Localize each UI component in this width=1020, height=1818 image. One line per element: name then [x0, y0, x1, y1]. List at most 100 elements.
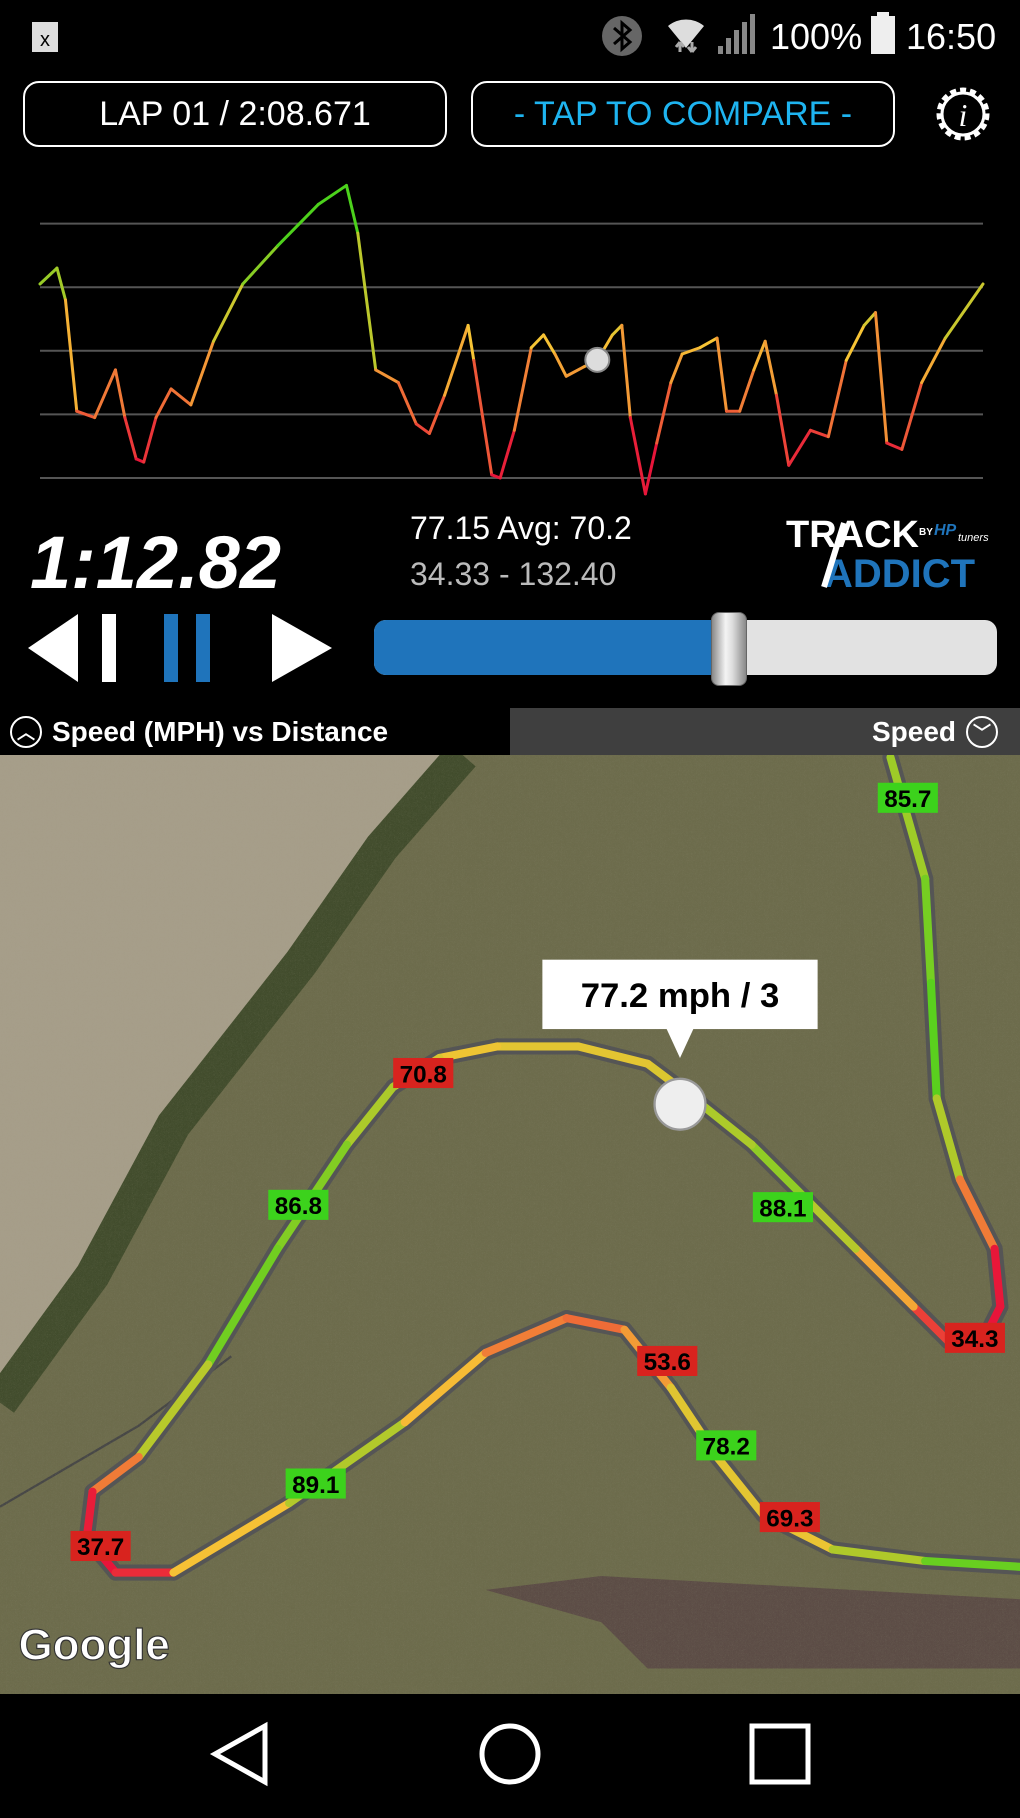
track-speed-segment — [574, 1042, 652, 1068]
svg-text:70.8: 70.8 — [400, 1061, 447, 1088]
speed-label: 89.1 — [285, 1468, 346, 1499]
speed-line-segment — [808, 428, 830, 439]
speed-label: 53.6 — [637, 1345, 698, 1376]
speed-line-segment — [75, 409, 97, 420]
speed-line-segment — [698, 336, 719, 350]
speed-line-segment — [142, 416, 158, 464]
clock: 16:50 — [906, 16, 997, 57]
speed-line-segment — [490, 473, 502, 480]
map-overlay-selector[interactable]: Speed ﹀ — [510, 708, 1020, 755]
speed-line-segment — [189, 339, 216, 407]
speed-line-segment — [542, 333, 557, 356]
speed-line-segment — [655, 381, 673, 445]
speed-line-segment — [512, 346, 533, 432]
svg-text:53.6: 53.6 — [644, 1349, 691, 1376]
satellite-map[interactable]: 85.7 70.8 86.8 88.1 34.3 53.6 78.2 89.1 69.3 37.7… — [0, 755, 1020, 1694]
track-speed-segment — [562, 1314, 629, 1334]
chart-position-marker[interactable] — [584, 346, 611, 373]
playback-controls — [28, 614, 332, 682]
speed-line-segment — [55, 266, 67, 302]
speed-label: 69.3 — [759, 1502, 820, 1532]
speed-label: 85.7 — [877, 782, 938, 813]
svg-text:78.2: 78.2 — [703, 1434, 750, 1461]
speed-line-segment — [763, 339, 778, 397]
speed-line-segment — [862, 311, 877, 327]
graph-type-toggle[interactable]: ︿ Speed (MPH) vs Distance — [0, 708, 510, 755]
speed-line-segment — [774, 393, 791, 467]
track-addict-logo: TRACK BY HP tuners ADDICT — [786, 515, 989, 590]
speed-line-segment — [212, 282, 245, 343]
home-button[interactable] — [479, 1723, 541, 1785]
svg-text:86.8: 86.8 — [275, 1193, 322, 1220]
speed-line-segment — [396, 381, 418, 426]
back-button[interactable] — [209, 1721, 268, 1787]
track-speed-segment — [926, 978, 941, 1103]
play-button[interactable] — [272, 614, 332, 682]
slider-thumb[interactable] — [711, 612, 748, 686]
svg-text:85.7: 85.7 — [884, 786, 931, 813]
speed-label: 88.1 — [752, 1192, 813, 1222]
speed-line-segment — [628, 416, 647, 496]
track-speed-segment — [82, 1487, 97, 1542]
map-callout: 77.2 mph / 3 — [542, 959, 818, 1058]
bluetooth-icon — [602, 16, 642, 56]
lap-selector-button[interactable]: LAP 01 / 2:08.671 — [23, 81, 447, 147]
speed-line-segment — [826, 358, 848, 439]
speed-line-segment — [154, 387, 173, 420]
speed-line-segment — [169, 387, 193, 407]
speed-line-segment — [844, 323, 866, 362]
speed-line-segment — [610, 323, 624, 337]
current-avg-speed: 77.15 Avg: 70.2 — [410, 510, 632, 546]
speed-line-segment — [466, 323, 476, 362]
track-speed-segment — [955, 1175, 999, 1253]
svg-text:34.3: 34.3 — [951, 1326, 998, 1353]
notification-x-icon: x — [32, 22, 58, 52]
playback-slider[interactable] — [374, 620, 997, 675]
svg-text:88.1: 88.1 — [759, 1195, 806, 1222]
recents-button[interactable] — [749, 1723, 811, 1785]
speed-label: 37.7 — [70, 1530, 131, 1561]
slider-fill — [374, 620, 730, 675]
track-speed-segment — [886, 755, 930, 883]
speed-line-segment — [498, 428, 516, 480]
track-speed-segment — [204, 1244, 282, 1369]
speed-line-segment — [669, 352, 684, 385]
track-speed-segment — [990, 1244, 1005, 1311]
svg-text:x: x — [40, 29, 50, 51]
speed-line-segment — [472, 358, 494, 477]
speed-line-segment — [900, 381, 924, 451]
speed-line-segment — [943, 282, 985, 340]
position-marker[interactable] — [653, 1077, 707, 1131]
speed-line-segment — [276, 203, 320, 248]
step-back-button[interactable] — [28, 614, 116, 682]
speed-line-segment — [553, 352, 568, 378]
speed-line-segment — [414, 422, 431, 435]
compare-button[interactable]: - TAP TO COMPARE - — [471, 81, 895, 147]
track-speed-segment — [805, 1198, 860, 1253]
gear-info-icon[interactable]: i — [929, 80, 997, 148]
speed-line-segment — [752, 339, 767, 372]
chevron-down-icon[interactable]: ﹀ — [966, 715, 998, 748]
svg-text:i: i — [959, 97, 968, 133]
speed-line-segment — [241, 244, 280, 286]
speed-line-segment — [738, 368, 756, 413]
overlay-label: Speed — [871, 715, 956, 747]
track-speed-segment — [342, 1082, 398, 1149]
svg-text:tuners: tuners — [958, 532, 989, 544]
track-speed-segment — [909, 1302, 953, 1346]
svg-text:ADDICT: ADDICT — [824, 552, 975, 590]
speed-line-segment — [93, 368, 117, 420]
signal-icon — [718, 14, 755, 54]
chevron-up-icon[interactable]: ︿ — [10, 715, 42, 748]
speed-line-segment — [643, 441, 659, 496]
svg-text:HP: HP — [934, 522, 957, 539]
speed-line-segment — [113, 368, 127, 420]
speed-line-segment — [620, 323, 632, 420]
track-speed-segment — [828, 1545, 930, 1566]
svg-text:89.1: 89.1 — [292, 1472, 339, 1499]
track-speed-segment — [851, 1244, 918, 1311]
track-path — [78, 755, 1020, 1581]
speed-line-segment — [680, 346, 702, 356]
speed-chart[interactable] — [0, 179, 1020, 499]
pause-button[interactable] — [164, 614, 210, 682]
